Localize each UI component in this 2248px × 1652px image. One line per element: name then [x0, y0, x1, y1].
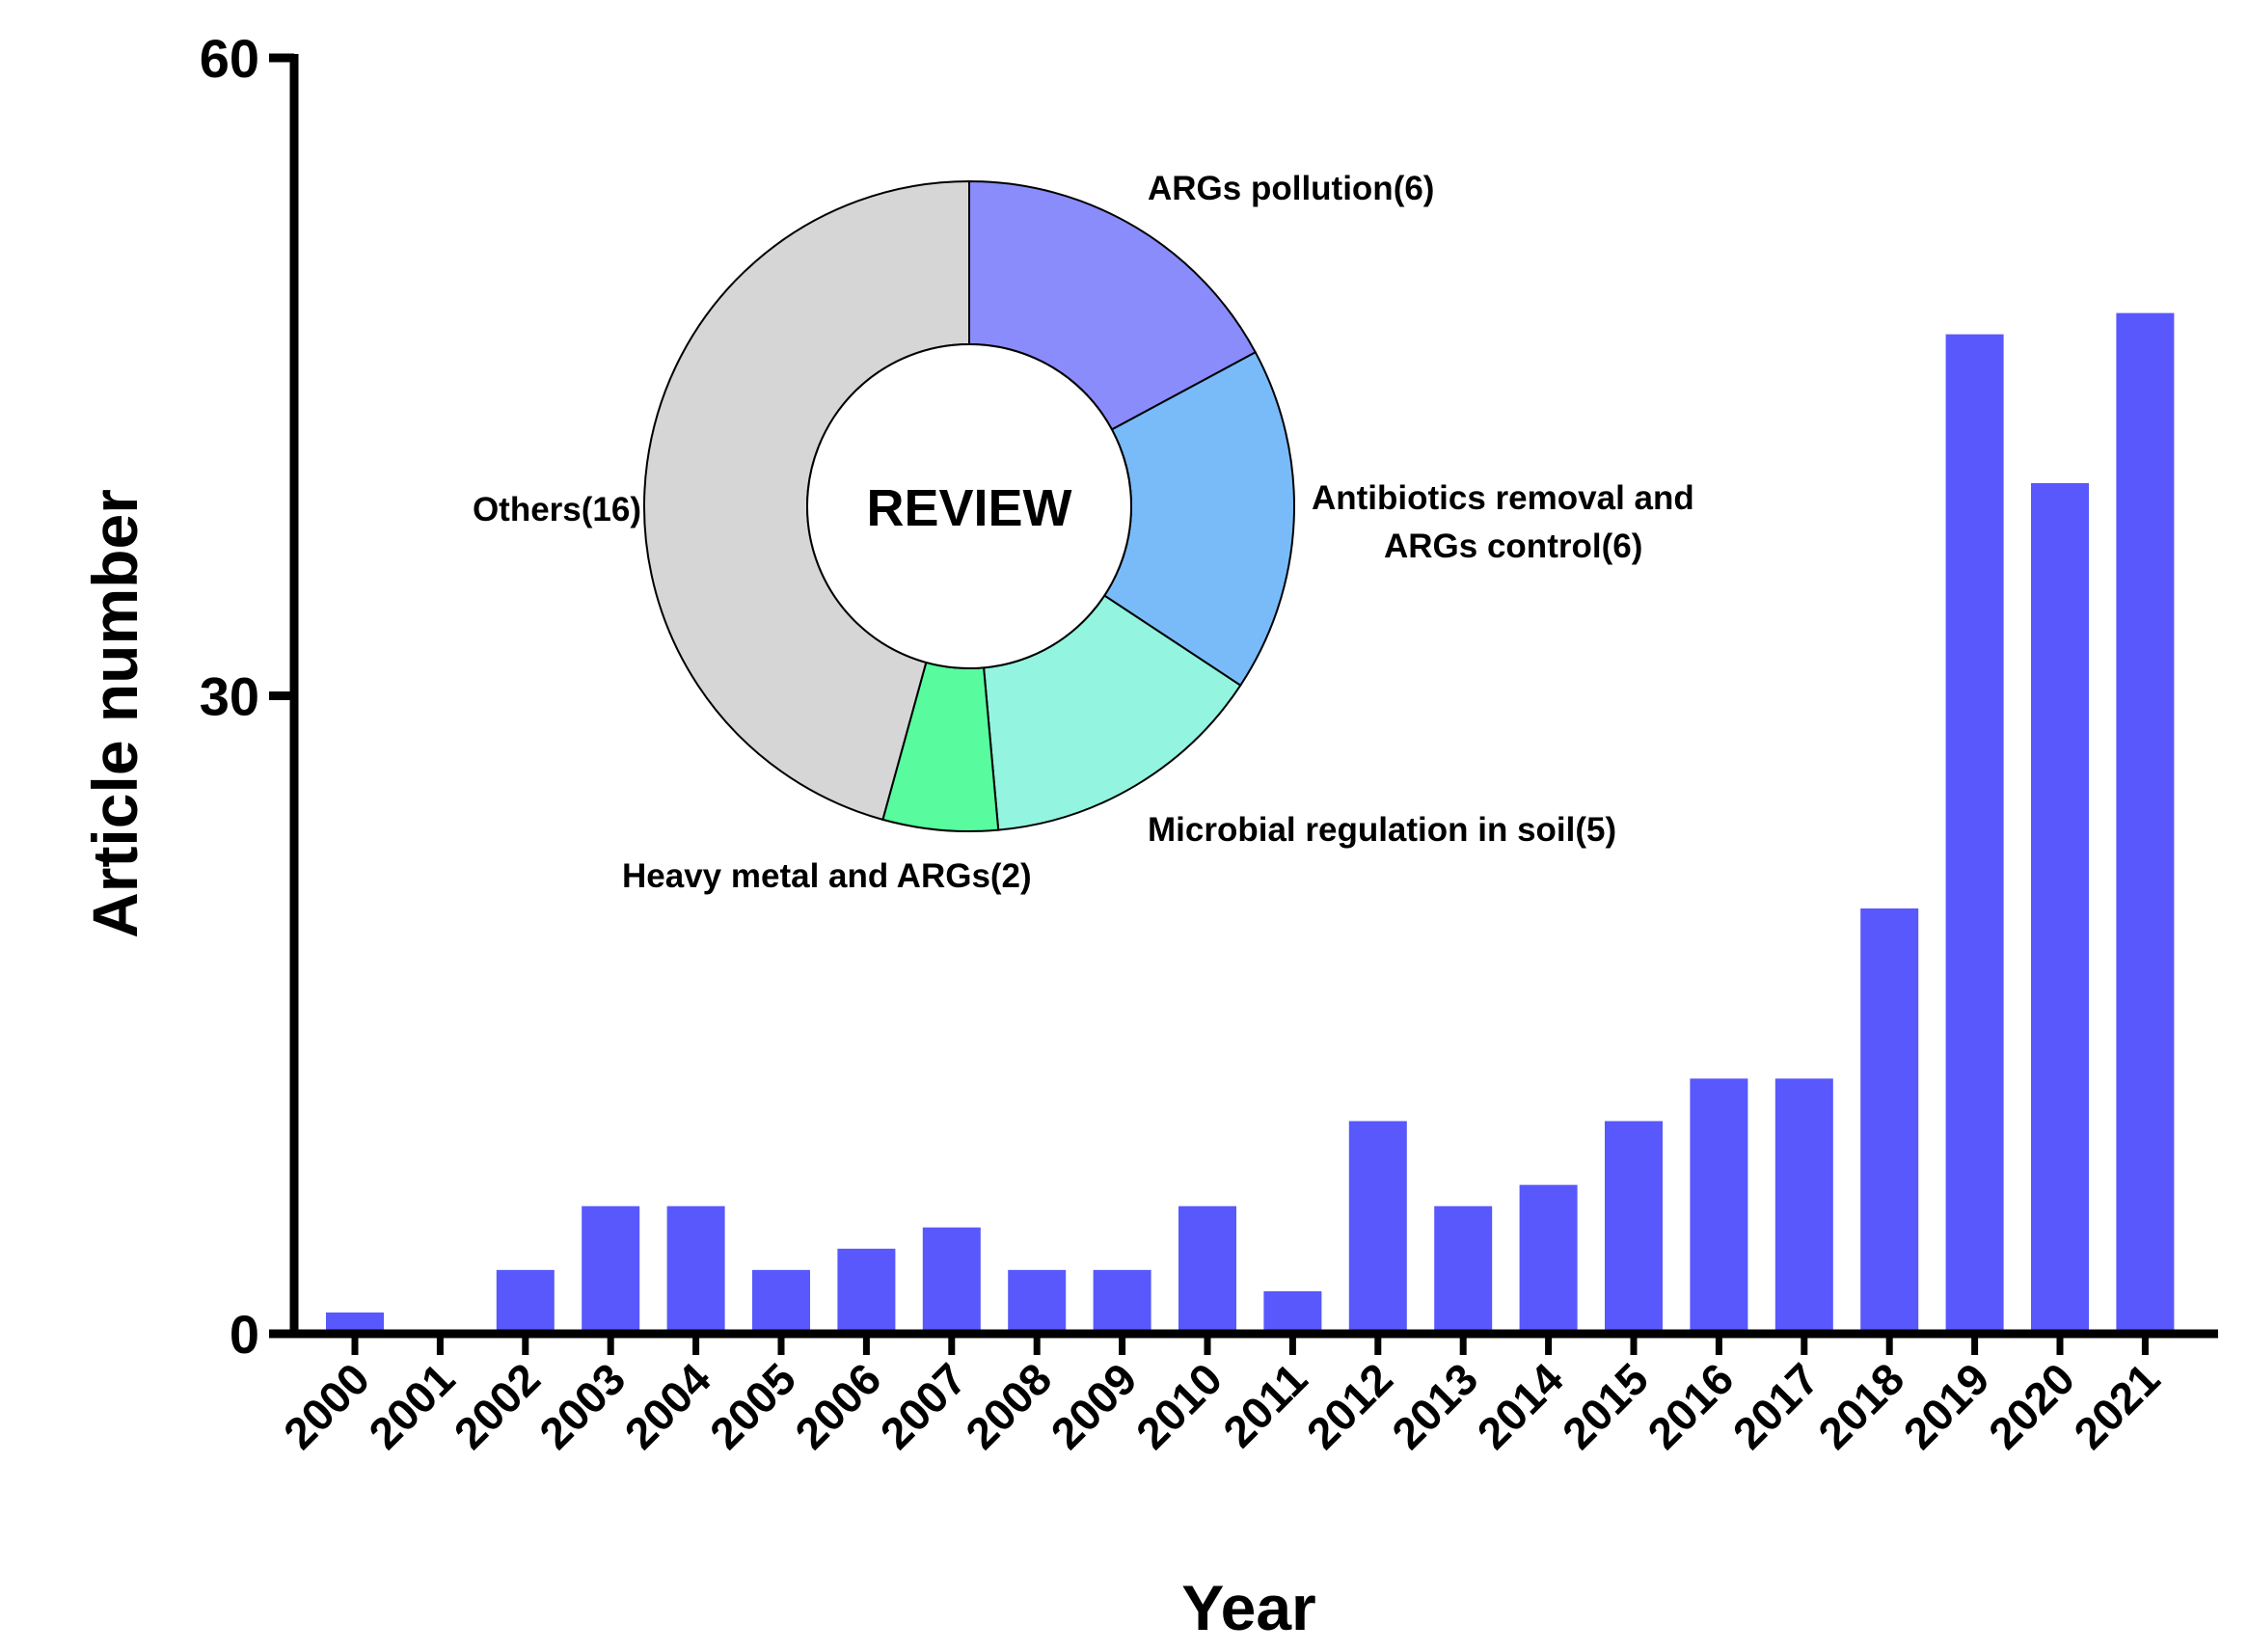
- bar-2007: [922, 1227, 981, 1334]
- x-tick-label: 2007: [871, 1353, 976, 1458]
- x-tick-label: 2004: [615, 1353, 720, 1458]
- bar-2006: [837, 1248, 896, 1334]
- x-tick-label: 2013: [1382, 1353, 1487, 1458]
- bar-2014: [1519, 1184, 1578, 1334]
- donut-slice-label: Microbial regulation in soil(5): [1148, 811, 1616, 849]
- y-axis-title: Article number: [79, 489, 150, 938]
- bar-2012: [1348, 1121, 1407, 1334]
- bar-2002: [496, 1269, 555, 1334]
- bar-2018: [1860, 908, 1919, 1334]
- x-tick-label: 2019: [1894, 1353, 1999, 1458]
- y-tick-label: 30: [200, 666, 259, 727]
- bar-2021: [2116, 312, 2175, 1335]
- donut-slice-label: ARGs pollution(6): [1148, 170, 1434, 207]
- bar-2000: [326, 1312, 384, 1334]
- bar-2004: [666, 1205, 725, 1334]
- x-tick-label: 2003: [529, 1353, 635, 1458]
- bar-2020: [2031, 483, 2089, 1334]
- x-tick-label: 2017: [1723, 1353, 1828, 1458]
- x-tick-label: 2008: [956, 1353, 1061, 1458]
- x-tick-label: 2021: [2064, 1353, 2169, 1458]
- donut-slice-label: Others(16): [473, 491, 641, 528]
- bar-2015: [1605, 1121, 1663, 1334]
- x-tick-label: 2014: [1468, 1353, 1573, 1458]
- donut-hole: [806, 343, 1132, 669]
- donut-chart: ARGs pollution(6) Antibiotics removal and…: [473, 170, 1694, 895]
- x-tick-label: 2002: [445, 1353, 550, 1458]
- x-tick-label: 2016: [1638, 1353, 1743, 1458]
- donut-slice-label: Heavy metal and ARGs(2): [622, 857, 1032, 895]
- bar-2005: [752, 1269, 810, 1334]
- bar-2003: [582, 1205, 640, 1334]
- x-tick-label: 2011: [1213, 1353, 1316, 1456]
- x-tick-label: 2000: [274, 1353, 379, 1458]
- x-tick-label: 2018: [1808, 1353, 1913, 1458]
- bar-2010: [1178, 1205, 1236, 1334]
- x-tick-label: 2009: [1042, 1353, 1147, 1458]
- bar-2017: [1774, 1078, 1833, 1334]
- bar-2011: [1263, 1290, 1322, 1334]
- y-tick-label: 60: [200, 28, 259, 89]
- bar-2009: [1093, 1269, 1151, 1334]
- x-tick-label: 2006: [785, 1353, 890, 1458]
- donut-center-label: REVIEW: [866, 479, 1071, 537]
- bar-2019: [1945, 334, 2004, 1334]
- x-axis-title: Year: [1181, 1572, 1315, 1643]
- x-tick-label: 2020: [1979, 1353, 2084, 1458]
- x-tick-label: 2015: [1553, 1353, 1658, 1458]
- bar-series: [326, 312, 2175, 1335]
- x-tick-label: 2010: [1126, 1353, 1232, 1458]
- x-tick-label: 2001: [359, 1353, 464, 1458]
- bar-2008: [1008, 1269, 1067, 1334]
- bar-2013: [1434, 1205, 1493, 1334]
- bar-2016: [1690, 1078, 1748, 1334]
- y-tick-label: 0: [230, 1304, 259, 1365]
- donut-slice-label: Antibiotics removal and ARGs control(6): [1312, 479, 1694, 565]
- x-tick-label: 2012: [1297, 1353, 1402, 1458]
- x-tick-label: 2005: [700, 1353, 805, 1458]
